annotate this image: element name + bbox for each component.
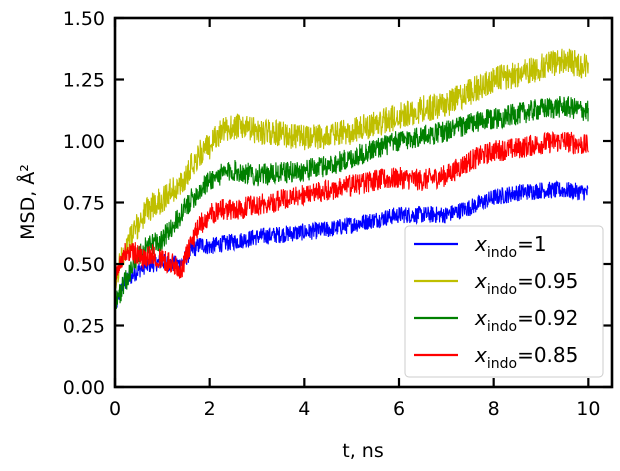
x-tick-label: 0: [109, 398, 121, 420]
legend-label: xindo=0.95: [474, 269, 578, 298]
y-tick-label: 1.00: [63, 131, 105, 153]
legend-label: xindo=1: [474, 232, 547, 261]
y-axis-label: MSD, Å²: [16, 164, 39, 240]
y-tick-label: 0.50: [63, 254, 105, 276]
y-tick-label: 0.25: [63, 316, 105, 338]
x-tick-label: 8: [488, 398, 500, 420]
y-tick-label: 0.75: [63, 193, 105, 215]
y-tick-label: 1.25: [63, 70, 105, 92]
legend-box: [404, 225, 604, 378]
x-tick-label: 4: [298, 398, 310, 420]
x-tick-label: 2: [204, 398, 216, 420]
y-tick-label: 0.00: [63, 377, 105, 399]
x-tick-label: 6: [393, 398, 405, 420]
series-line-0: [114, 180, 589, 311]
series-line-1: [114, 48, 589, 289]
series-layer: [114, 48, 589, 311]
x-axis: 0 2 4 6 8 10: [109, 18, 600, 420]
y-axis: 0.00 0.25 0.50 0.75 1.00 1.25 1.50: [63, 8, 612, 399]
legend-label: xindo=0.92: [474, 306, 578, 335]
legend-label: xindo=0.85: [474, 343, 578, 372]
series-line-2: [114, 96, 589, 309]
series-line-3: [114, 130, 589, 286]
x-axis-label: t, ns: [342, 440, 383, 462]
legend: xindo=1 xindo=0.95 xindo=0.92 xindo=0.85: [404, 225, 604, 378]
x-tick-label: 10: [576, 398, 600, 420]
y-tick-label: 1.50: [63, 8, 105, 30]
